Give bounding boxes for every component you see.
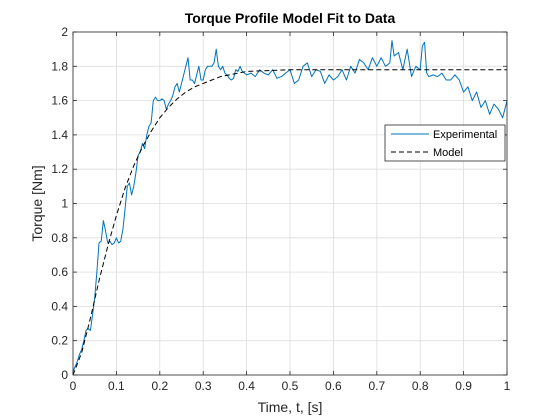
x-axis-label: Time, t, [s] xyxy=(258,399,323,415)
legend-label-experimental: Experimental xyxy=(433,129,497,141)
y-axis-label: Torque [Nm] xyxy=(29,165,45,241)
legend-label-model: Model xyxy=(433,147,463,159)
series-line-experimental xyxy=(72,40,508,372)
series-group xyxy=(72,40,508,376)
y-tick-label: 0.4 xyxy=(51,299,68,313)
y-tick-label: 1.8 xyxy=(51,59,68,73)
y-tick-label: 0.8 xyxy=(51,231,68,245)
y-tick-label: 0.6 xyxy=(51,265,68,279)
x-tick-label: 0 xyxy=(70,379,77,393)
series-line-model xyxy=(72,69,507,376)
x-tick-label: 0.9 xyxy=(455,379,472,393)
y-tick-label: 1.6 xyxy=(51,94,68,108)
y-tick-label: 1.2 xyxy=(51,162,68,176)
x-tick-label: 0.1 xyxy=(108,379,125,393)
legend-box xyxy=(384,124,506,162)
y-tick-label: 0 xyxy=(61,368,68,382)
y-tick-label: 1 xyxy=(61,197,68,211)
x-tick-label: 0.6 xyxy=(325,379,342,393)
legend: Experimental Model xyxy=(384,124,506,162)
y-tick-label: 1.4 xyxy=(51,128,68,142)
y-tick-label: 2 xyxy=(61,25,68,39)
x-tick-label: 0.2 xyxy=(151,379,168,393)
y-tick-label: 0.2 xyxy=(51,334,68,348)
ticks: 0 0.1 0.2 0.3 0.4 0.5 0.6 0.7 0.8 0.9 1 0 0.2 0.4 0.6 0… xyxy=(51,25,510,393)
x-tick-label: 0.3 xyxy=(195,379,212,393)
chart-title: Torque Profile Model Fit to Data xyxy=(185,10,396,26)
x-tick-label: 0.7 xyxy=(368,379,385,393)
x-tick-label: 0.8 xyxy=(412,379,429,393)
x-tick-label: 0.4 xyxy=(238,379,255,393)
x-tick-label: 1 xyxy=(504,379,511,393)
x-tick-label: 0.5 xyxy=(282,379,299,393)
